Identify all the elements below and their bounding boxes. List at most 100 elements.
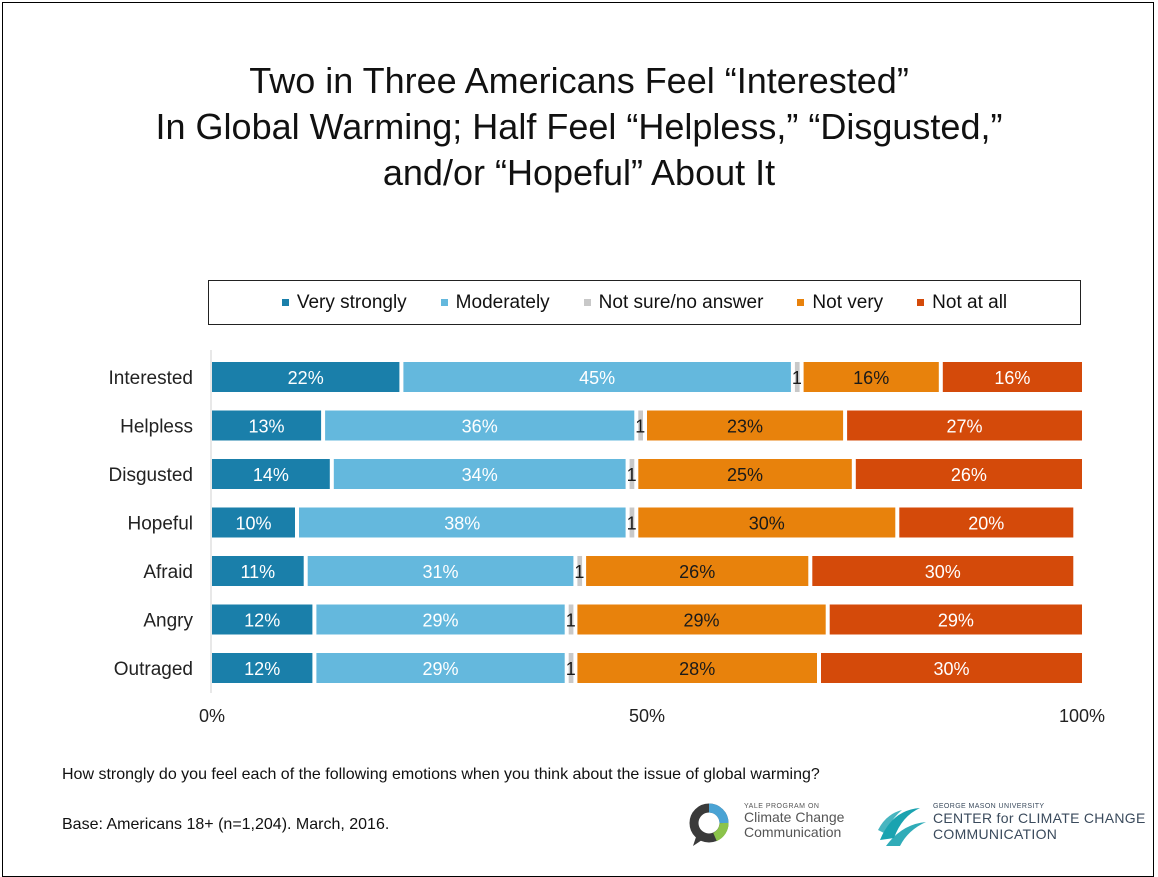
yale-logo-small: YALE PROGRAM ON xyxy=(744,803,820,810)
data-label: 27% xyxy=(947,417,983,437)
base-note: Base: Americans 18+ (n=1,204). March, 20… xyxy=(62,816,390,833)
legend-swatch-not-very xyxy=(797,299,805,306)
data-label: 29% xyxy=(938,611,974,631)
yale-logo-icon xyxy=(689,803,729,846)
bar-segment xyxy=(847,410,1082,441)
data-label: 30% xyxy=(925,562,961,582)
legend-label-very-strongly: Very strongly xyxy=(296,291,407,313)
bar-segment xyxy=(803,362,939,392)
bar-segment xyxy=(568,653,574,683)
data-label: 1 xyxy=(792,368,802,388)
legend-swatch-not-at-all xyxy=(917,299,925,306)
category-label: Angry xyxy=(143,611,193,632)
legend-swatch-moderately xyxy=(440,299,448,306)
bar-segment xyxy=(307,556,574,586)
yale-logo-text: YALE PROGRAM ON Climate Change Communica… xyxy=(744,803,844,840)
data-label: 16% xyxy=(853,368,889,388)
title-line-3: and/or “Hopeful” About It xyxy=(382,152,776,193)
gmu-logo-small: GEORGE MASON UNIVERSITY xyxy=(933,803,1045,810)
bar-segment xyxy=(212,653,313,683)
legend-label-moderately: Moderately xyxy=(455,291,550,313)
bar-segment xyxy=(899,507,1074,538)
bar-segment xyxy=(577,556,583,586)
bar-segment xyxy=(629,507,635,538)
bar-segment xyxy=(855,459,1082,489)
data-label: 13% xyxy=(249,417,285,437)
legend-swatch-very-strongly xyxy=(281,299,289,306)
data-label: 1 xyxy=(574,562,584,582)
bar-segment xyxy=(325,410,635,441)
gmu-logo-line1: CENTER for CLIMATE CHANGE xyxy=(933,810,1146,826)
bar-segment xyxy=(942,362,1082,392)
bar-segment xyxy=(316,653,565,683)
data-label: 20% xyxy=(968,514,1004,534)
data-label: 1 xyxy=(566,611,576,631)
category-label: Outraged xyxy=(114,659,193,680)
data-label: 25% xyxy=(727,465,763,485)
data-label: 1 xyxy=(635,417,645,437)
category-label: Afraid xyxy=(143,562,193,583)
title-line-2: In Global Warming; Half Feel “Helpless,”… xyxy=(155,106,1003,147)
stacked-bar-chart: Interested 22% 45% 1 16% 16% Helpless 13% 36% 1 23… xyxy=(109,350,1105,726)
bar-segment xyxy=(577,653,817,683)
survey-question: How strongly do you feel each of the fol… xyxy=(62,766,820,783)
bar-segment xyxy=(212,362,400,392)
title-line-1: Two in Three Americans Feel “Interested” xyxy=(249,60,909,101)
bar-segment xyxy=(829,604,1082,635)
bar-segment xyxy=(316,604,565,635)
data-label: 12% xyxy=(244,659,280,679)
gmu-logo-text: GEORGE MASON UNIVERSITY CENTER for CLIMA… xyxy=(933,803,1146,842)
data-label: 22% xyxy=(288,368,324,388)
data-label: 29% xyxy=(423,611,459,631)
gmu-logo-icon xyxy=(878,808,926,846)
data-label: 12% xyxy=(244,611,280,631)
bar-segment xyxy=(299,507,626,538)
data-label: 29% xyxy=(684,611,720,631)
legend: Very strongly Moderately Not sure/no ans… xyxy=(208,280,1081,325)
bar-segment xyxy=(629,459,635,489)
chart-title: Two in Three Americans Feel “Interested”… xyxy=(0,58,1158,196)
bar-segment xyxy=(403,362,791,392)
x-tick-label: 0% xyxy=(199,706,225,726)
data-label: 1 xyxy=(566,659,576,679)
category-label: Interested xyxy=(109,368,194,389)
bar-segment xyxy=(638,459,852,489)
x-tick-label: 100% xyxy=(1059,706,1105,726)
category-label: Disgusted xyxy=(109,465,194,486)
bar-segment xyxy=(577,604,826,635)
x-tick-label: 50% xyxy=(629,706,665,726)
data-label: 11% xyxy=(240,562,275,582)
legend-item-not-sure: Not sure/no answer xyxy=(583,291,764,314)
category-label: Hopeful xyxy=(128,514,194,535)
data-label: 29% xyxy=(423,659,459,679)
data-label: 28% xyxy=(679,659,715,679)
data-label: 26% xyxy=(951,465,987,485)
data-label: 1 xyxy=(627,465,637,485)
gmu-logo-line2: COMMUNICATION xyxy=(933,826,1058,842)
bar-segment xyxy=(586,556,809,586)
bar-segment xyxy=(647,410,844,441)
bar-segment xyxy=(638,507,896,538)
data-label: 14% xyxy=(253,465,289,485)
data-label: 1 xyxy=(627,514,637,534)
data-label: 45% xyxy=(579,368,615,388)
data-label: 31% xyxy=(423,562,459,582)
bar-segment xyxy=(638,410,643,441)
legend-label-not-at-all: Not at all xyxy=(932,291,1008,313)
legend-label-not-sure: Not sure/no answer xyxy=(598,291,764,313)
bar-segment xyxy=(333,459,626,489)
yale-logo-line2: Communication xyxy=(744,824,842,840)
bar-segment xyxy=(794,362,800,392)
data-label: 30% xyxy=(933,659,969,679)
bar-segment xyxy=(212,604,313,635)
bar-segment xyxy=(212,556,304,586)
data-label: 10% xyxy=(235,514,271,534)
data-label: 26% xyxy=(679,562,715,582)
legend-swatch-not-sure xyxy=(583,299,591,306)
data-label: 30% xyxy=(749,514,785,534)
bar-segment xyxy=(212,507,295,538)
legend-label-not-very: Not very xyxy=(812,291,884,313)
legend-item-moderately: Moderately xyxy=(440,291,550,314)
data-label: 36% xyxy=(462,417,498,437)
data-label: 23% xyxy=(727,417,763,437)
